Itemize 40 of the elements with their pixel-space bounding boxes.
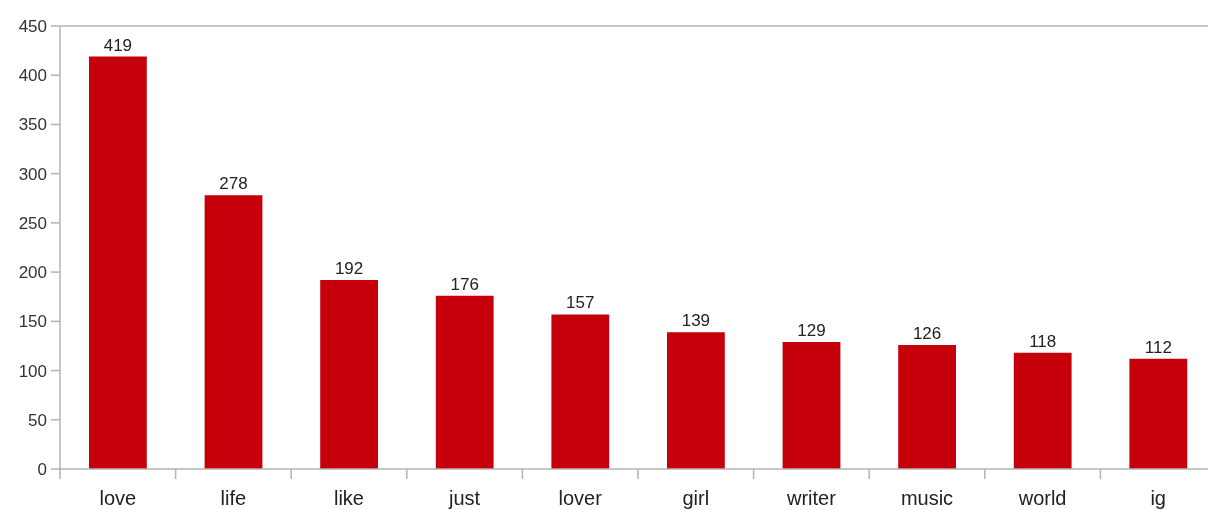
data-label: 192 xyxy=(334,258,364,278)
x-tick-label: just xyxy=(448,487,481,509)
data-label: 139 xyxy=(681,311,711,331)
x-tick-label: ig xyxy=(1150,487,1166,509)
y-tick-label: 150 xyxy=(18,312,47,332)
bar xyxy=(1013,352,1072,469)
bar xyxy=(667,332,725,469)
data-label: 278 xyxy=(219,174,248,194)
x-tick-label: girl xyxy=(682,487,710,509)
y-tick-label: 0 xyxy=(37,460,47,480)
bar xyxy=(204,195,263,469)
y-tick-label: 350 xyxy=(18,115,47,135)
bar xyxy=(320,279,378,469)
x-tick-label: world xyxy=(1017,487,1067,509)
y-tick-label: 50 xyxy=(28,410,47,430)
y-tick-label: 450 xyxy=(18,17,47,37)
bar xyxy=(782,342,841,469)
bar xyxy=(435,295,494,469)
x-tick-label: life xyxy=(220,487,247,509)
y-tick-label: 200 xyxy=(18,263,47,283)
y-tick-label: 250 xyxy=(18,213,47,233)
data-label: 112 xyxy=(1144,337,1172,357)
x-tick-label: like xyxy=(333,487,365,509)
bar xyxy=(898,344,956,469)
y-tick-label: 400 xyxy=(18,66,47,86)
y-tick-label: 100 xyxy=(18,361,47,381)
data-label: 157 xyxy=(566,293,595,313)
data-label: 419 xyxy=(103,35,133,55)
bar xyxy=(1129,358,1188,469)
x-tick-label: writer xyxy=(785,487,837,509)
bar xyxy=(89,56,147,469)
data-label: 176 xyxy=(450,274,479,294)
x-tick-label: lover xyxy=(558,487,603,509)
data-label: 129 xyxy=(797,321,826,341)
x-tick-label: love xyxy=(99,487,137,509)
data-label: 118 xyxy=(1029,331,1057,351)
bar xyxy=(551,314,610,469)
data-label: 126 xyxy=(912,323,942,343)
x-tick-label: music xyxy=(900,487,954,509)
y-tick-label: 300 xyxy=(18,164,47,184)
